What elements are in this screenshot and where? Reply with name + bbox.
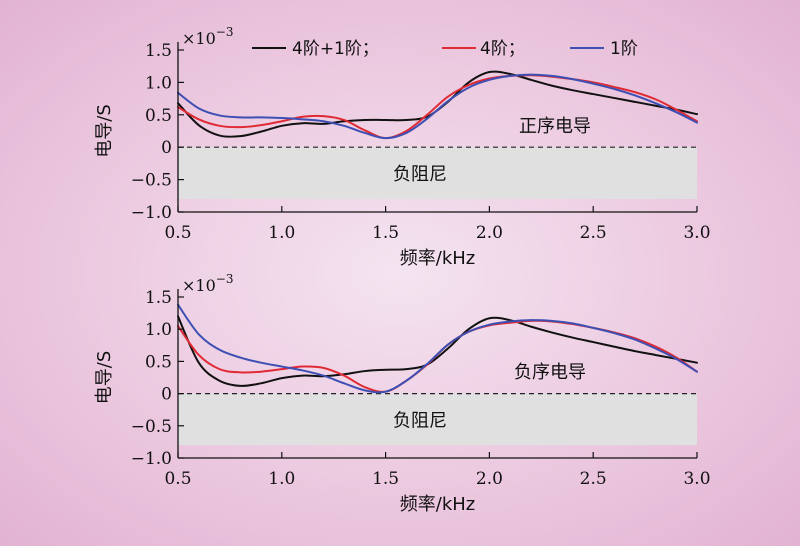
legend-entry-1: 4阶+1阶；	[292, 39, 379, 59]
negative-damping-label: 负阻尼	[393, 164, 447, 185]
negative-damping-region	[178, 393, 697, 446]
x-axis-title: 频率/kHz	[400, 494, 475, 515]
positive-conductance-label: 负序电导	[514, 362, 586, 383]
x-tick-label: 1.0	[268, 223, 295, 243]
y-tick-label: 0	[161, 138, 172, 158]
series-line-3	[177, 303, 698, 394]
x-tick-label: 3.0	[683, 469, 710, 489]
positive-conductance-label: 正序电导	[519, 116, 591, 137]
x-axis-title: 频率/kHz	[400, 248, 475, 269]
x-tick-label: 1.0	[268, 469, 295, 489]
x-tick-label: 1.5	[372, 469, 399, 489]
y-tick-label: −0.5	[131, 417, 172, 437]
chart-panel-2: 1.51.00.50−0.5−1.00.5 1.0 1.5 2.0 2.5 3.0×10−…	[94, 272, 711, 515]
negative-damping-region	[178, 147, 697, 200]
series-line-3	[177, 73, 698, 140]
chart-panel-1: 1.51.00.50−0.5−1.00.5 1.0 1.5 2.0 2.5 3.0×10−…	[94, 25, 711, 269]
y-axis-multiplier: ×10−3	[182, 272, 233, 295]
y-tick-label: 1.0	[145, 73, 172, 93]
y-tick-label: 0	[161, 385, 172, 405]
y-tick-label: 0.5	[145, 352, 172, 372]
y-tick-label: −0.5	[131, 171, 172, 191]
legend-entry-2: 4阶；	[480, 39, 525, 59]
x-tick-label: 3.0	[683, 223, 710, 243]
x-tick-label: 2.0	[476, 469, 503, 489]
y-axis-multiplier-base: ×10	[182, 276, 216, 295]
negative-damping-label: 负阻尼	[393, 410, 447, 431]
y-axis-title: 电导/S	[94, 104, 115, 158]
y-axis-multiplier: ×10−3	[182, 25, 233, 48]
x-tick-label: 1.5	[372, 223, 399, 243]
y-axis-title: 电导/S	[94, 351, 115, 405]
x-tick-label: 2.0	[476, 223, 503, 243]
y-axis-multiplier-exponent: −3	[216, 272, 234, 286]
y-tick-label: 1.5	[145, 41, 172, 61]
y-tick-label: −1.0	[131, 449, 172, 469]
legend-entry-3: 1阶	[610, 39, 638, 59]
x-tick-label: 2.5	[580, 469, 607, 489]
y-axis-multiplier-base: ×10	[182, 29, 216, 48]
series-line-1	[177, 315, 698, 387]
y-tick-label: 1.5	[145, 288, 172, 308]
x-tick-label: 2.5	[580, 223, 607, 243]
y-axis-multiplier-exponent: −3	[216, 25, 234, 39]
x-tick-label: 0.5	[164, 469, 191, 489]
series-line-2	[177, 74, 698, 140]
y-tick-label: 0.5	[145, 106, 172, 126]
x-tick-label: 0.5	[164, 223, 191, 243]
y-tick-label: 1.0	[145, 320, 172, 340]
legend: 4阶+1阶； 4阶； 1阶	[252, 39, 638, 59]
y-tick-label: −1.0	[131, 203, 172, 223]
